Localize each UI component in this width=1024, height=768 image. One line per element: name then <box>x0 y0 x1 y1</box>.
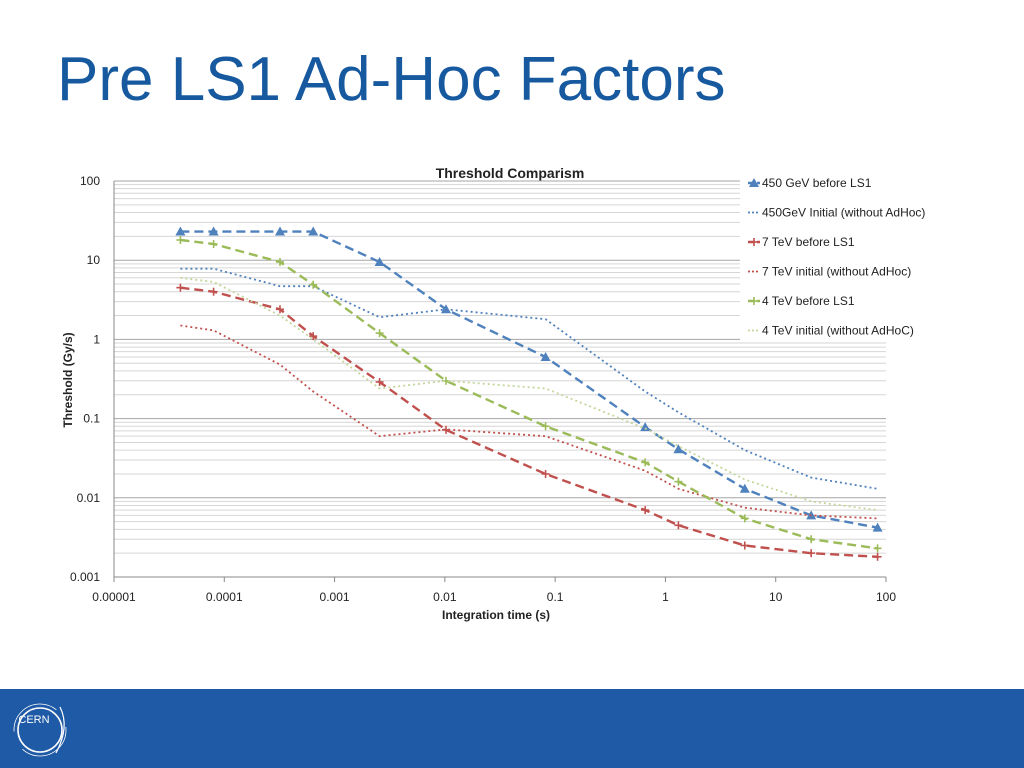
data-point <box>274 226 285 236</box>
y-tick-label: 0.001 <box>70 570 100 584</box>
data-point <box>673 444 684 454</box>
legend-item: 450GeV Initial (without AdHoc) <box>748 206 925 220</box>
legend-marker <box>750 297 758 305</box>
data-point <box>641 458 650 467</box>
legend-marker <box>750 238 758 246</box>
data-point <box>275 305 284 314</box>
data-point <box>309 332 318 341</box>
threshold-chart: Threshold Comparism Integration time (s)… <box>61 165 954 622</box>
data-point <box>740 514 749 523</box>
data-point <box>208 226 219 236</box>
legend-label: 450 GeV before LS1 <box>762 176 872 190</box>
data-point <box>209 240 218 249</box>
legend-label: 4 TeV initial (without AdHoC) <box>762 324 914 338</box>
y-tick-label: 1 <box>93 332 100 346</box>
y-tick-label: 0.01 <box>77 491 101 505</box>
legend-background <box>740 172 954 342</box>
legend-item: 7 TeV initial (without AdHoc) <box>748 265 911 279</box>
legend-label: 450GeV Initial (without AdHoc) <box>762 206 925 220</box>
y-tick-label: 100 <box>80 174 100 188</box>
data-point <box>873 544 882 553</box>
x-tick-label: 0.1 <box>547 590 564 604</box>
axis-ticks: 0.001 0.01 0.1 1 10 100 0.00001 0.0001 0.001 0.01… <box>70 174 896 604</box>
data-point <box>640 422 651 432</box>
data-point <box>176 235 185 244</box>
data-point <box>541 469 550 478</box>
data-point <box>740 541 749 550</box>
data-point <box>308 226 319 236</box>
series-1 <box>175 226 883 532</box>
x-tick-label: 0.00001 <box>92 590 136 604</box>
series-lines <box>175 226 883 561</box>
logo-text: CERN <box>18 714 50 726</box>
data-point <box>374 256 385 266</box>
x-tick-label: 0.0001 <box>206 590 243 604</box>
chart-title: Threshold Comparism <box>436 165 585 181</box>
footer-bar <box>0 689 1024 768</box>
data-point <box>209 287 218 296</box>
x-tick-label: 100 <box>876 590 896 604</box>
data-point <box>540 351 551 361</box>
data-point <box>176 283 185 292</box>
legend-label: 7 TeV before LS1 <box>762 235 855 249</box>
legend-item: 450 GeV before LS1 <box>748 176 872 190</box>
x-tick-label: 0.001 <box>320 590 350 604</box>
data-point <box>641 506 650 515</box>
legend-item: 7 TeV before LS1 <box>748 235 855 249</box>
legend-item: 4 TeV before LS1 <box>748 294 855 308</box>
data-point <box>375 329 384 338</box>
y-axis-label: Threshold (Gy/s) <box>61 332 75 427</box>
data-point <box>739 483 750 493</box>
legend-item: 4 TeV initial (without AdHoC) <box>748 324 914 338</box>
series-line <box>180 230 878 529</box>
data-point <box>873 552 882 561</box>
data-point <box>175 226 186 236</box>
x-tick-label: 1 <box>662 590 669 604</box>
data-point <box>674 521 683 530</box>
cern-logo-icon <box>13 703 67 757</box>
series-line <box>180 267 878 490</box>
series-line <box>180 276 878 511</box>
x-tick-label: 10 <box>769 590 783 604</box>
data-point <box>375 377 384 386</box>
data-point <box>309 280 318 289</box>
legend-label: 4 TeV before LS1 <box>762 294 855 308</box>
data-point <box>541 422 550 431</box>
data-point <box>872 522 883 532</box>
series-line <box>180 324 878 520</box>
legend: 450 GeV before LS1 450GeV Initial (withou… <box>740 172 954 342</box>
series-3 <box>176 283 882 561</box>
data-point <box>807 535 816 544</box>
x-axis-label: Integration time (s) <box>442 608 550 622</box>
data-point <box>275 257 284 266</box>
series-2 <box>180 267 878 490</box>
series-6 <box>180 276 878 511</box>
data-point <box>807 549 816 558</box>
x-tick-label: 0.01 <box>433 590 457 604</box>
series-4 <box>180 324 878 520</box>
series-5 <box>176 235 882 553</box>
data-point <box>674 477 683 486</box>
series-line <box>180 286 878 558</box>
y-tick-label: 10 <box>87 253 101 267</box>
legend-label: 7 TeV initial (without AdHoc) <box>762 265 911 279</box>
slide-title: Pre LS1 Ad-Hoc Factors <box>57 45 726 114</box>
y-tick-label: 0.1 <box>83 412 100 426</box>
series-line <box>180 238 878 550</box>
legend-marker <box>749 178 759 187</box>
